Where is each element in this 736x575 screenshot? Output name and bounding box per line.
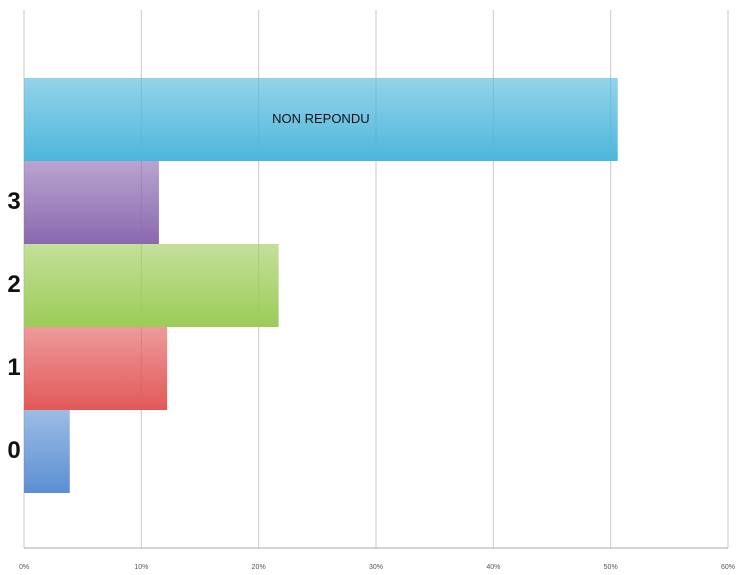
y-tick-label: 2 bbox=[7, 271, 20, 298]
x-tick-label: 20% bbox=[252, 564, 266, 571]
x-tick-label: 0% bbox=[19, 564, 29, 571]
bar bbox=[24, 327, 168, 410]
bar-label: NON REPONDU bbox=[272, 111, 370, 126]
bar bbox=[24, 410, 70, 493]
x-tick-label: 30% bbox=[369, 564, 383, 571]
y-tick-label: 1 bbox=[7, 354, 20, 381]
x-tick-label: 10% bbox=[134, 564, 148, 571]
x-tick-label: 60% bbox=[721, 564, 735, 571]
x-tick-label: 40% bbox=[486, 564, 500, 571]
y-tick-label: 3 bbox=[7, 188, 20, 215]
y-tick-label: 0 bbox=[7, 437, 20, 464]
bar bbox=[24, 78, 618, 161]
x-tick-label: 50% bbox=[604, 564, 618, 571]
bar bbox=[24, 244, 279, 327]
bar bbox=[24, 161, 159, 244]
